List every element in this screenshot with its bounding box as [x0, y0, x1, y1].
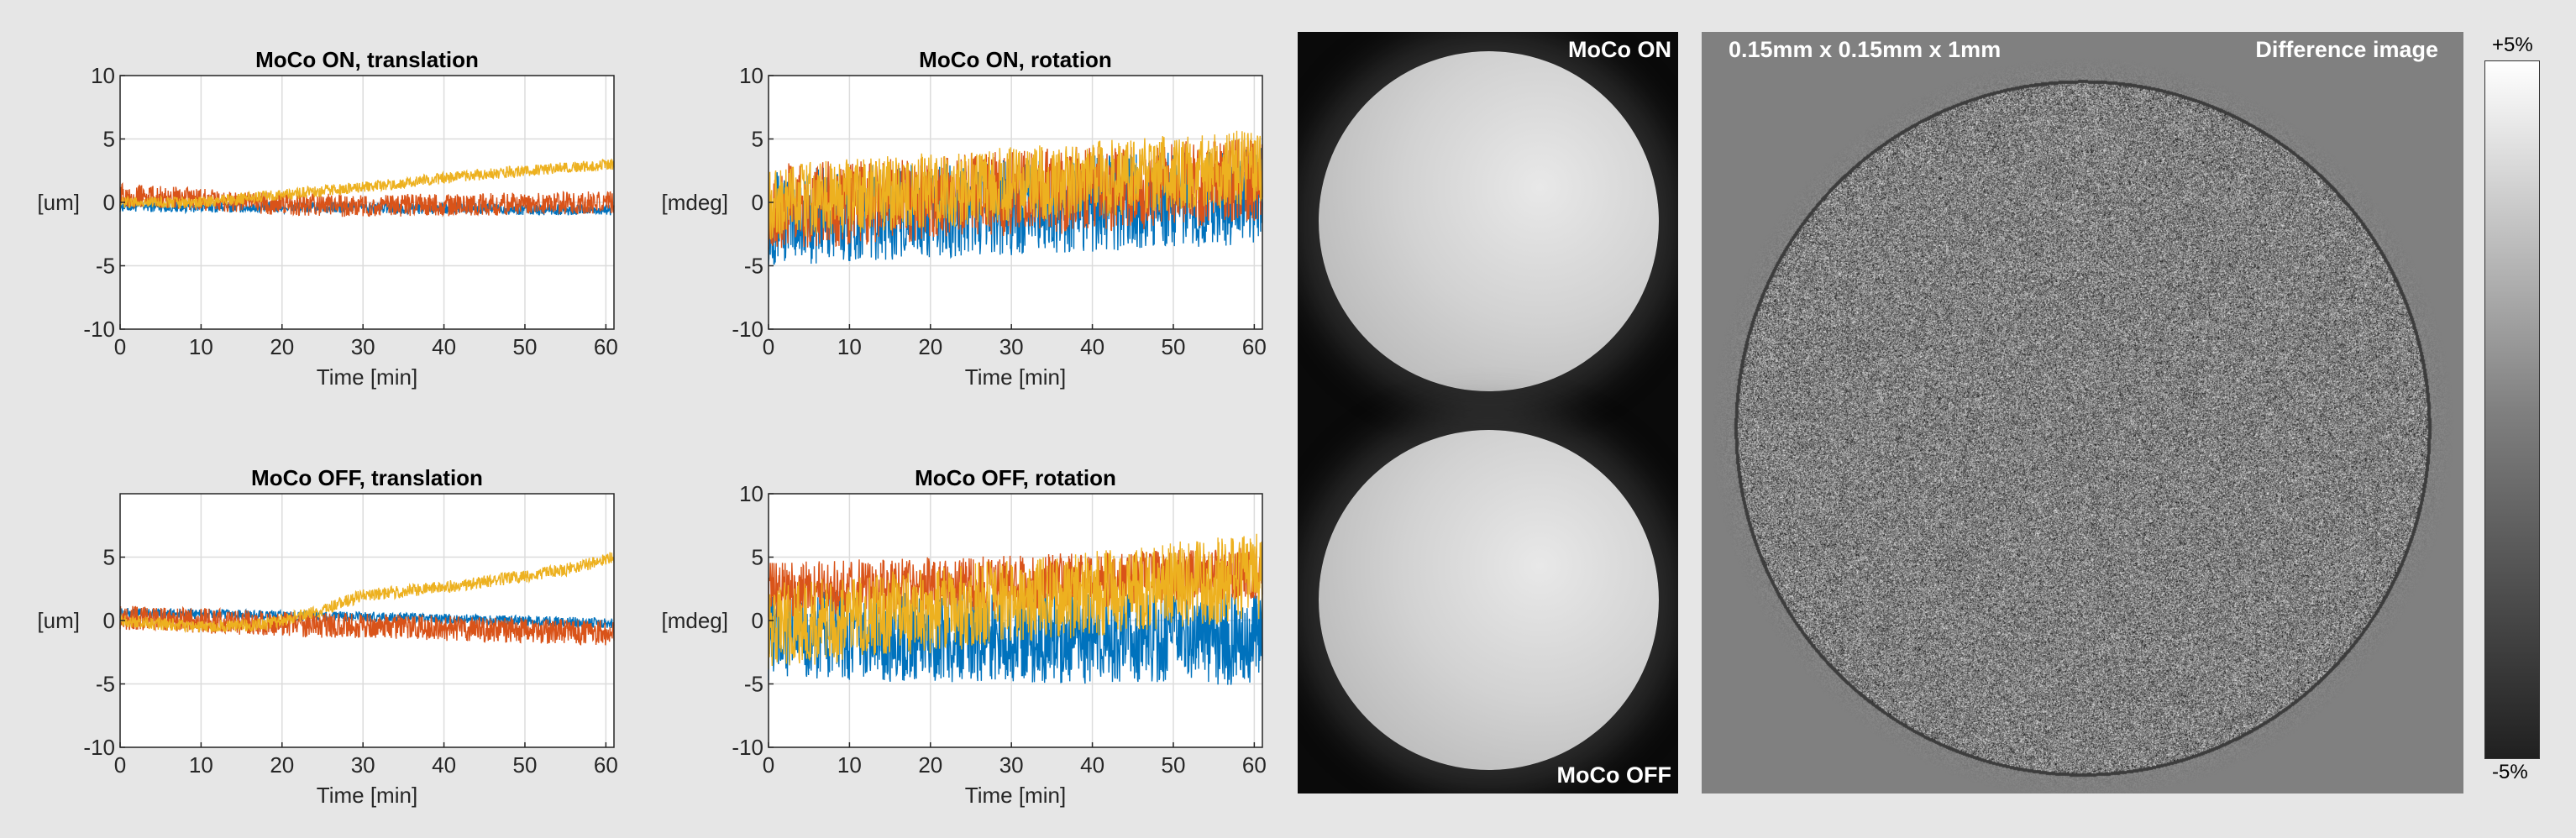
y-tick-label: -5 — [96, 672, 115, 697]
y-tick-label: -10 — [732, 735, 763, 760]
x-tick-label: 50 — [513, 752, 538, 778]
y-tick-label: -10 — [732, 317, 763, 342]
chart-moco-off-rotation: 0 10 20 30 40 50 60 -10 -5 0 5 10 MoCo OFF, rotation… — [662, 465, 1267, 808]
x-tick-label: 0 — [763, 752, 774, 778]
y-tick-label: 0 — [752, 190, 763, 215]
x-tick-label: 50 — [1162, 752, 1186, 778]
y-tick-label: 5 — [752, 127, 763, 152]
y-tick-label: 10 — [91, 63, 115, 88]
x-tick-label: 20 — [270, 752, 294, 778]
series-z-line — [768, 130, 1263, 240]
x-tick-label: 60 — [1242, 334, 1267, 359]
x-tick-label: 30 — [351, 334, 375, 359]
y-tick-label: 5 — [103, 127, 115, 152]
resolution-label: 0.15mm x 0.15mm x 1mm — [1729, 37, 2002, 62]
y-tick-label: 0 — [752, 608, 763, 633]
x-tick-label: 20 — [918, 752, 942, 778]
y-axis-label: [mdeg] — [662, 190, 729, 215]
mri-image-panel: MoCo ON MoCo OFF — [1298, 32, 1678, 793]
x-tick-label: 60 — [594, 752, 618, 778]
colorbar-min-label: -5% — [2492, 761, 2528, 783]
x-tick-label: 50 — [513, 334, 538, 359]
chart-moco-on-rotation: 0 10 20 30 40 50 60 -10 -5 0 5 10 MoCo ON, rotation T… — [662, 47, 1267, 390]
colorbar-max-label: +5% — [2492, 34, 2533, 56]
y-axis-label: [um] — [37, 608, 80, 633]
x-tick-label: 40 — [432, 752, 456, 778]
difference-image-title: Difference image — [2255, 37, 2438, 62]
x-tick-label: 30 — [999, 752, 1024, 778]
y-tick-label: -5 — [744, 672, 763, 697]
x-tick-label: 60 — [1242, 752, 1267, 778]
mri-label-moco-off: MoCo OFF — [1556, 762, 1671, 788]
y-tick-label: 0 — [103, 190, 115, 215]
x-axis-label: Time [min] — [317, 783, 417, 808]
y-tick-label: 0 — [103, 608, 115, 633]
chart-title-off-translation: MoCo OFF, translation — [251, 465, 483, 490]
x-axis-label: Time [min] — [317, 364, 417, 390]
y-tick-label: -10 — [83, 317, 115, 342]
chart-moco-off-translation: 0 10 20 30 40 50 60 -10 -5 0 5 MoCo OFF, translatio… — [37, 465, 618, 808]
mri-disk-moco-on — [1319, 51, 1659, 391]
x-tick-label: 0 — [763, 334, 774, 359]
x-tick-label: 0 — [114, 752, 126, 778]
difference-noise-image — [1702, 32, 2463, 793]
x-tick-label: 40 — [1080, 334, 1104, 359]
y-tick-label: -5 — [744, 254, 763, 279]
x-tick-label: 20 — [270, 334, 294, 359]
y-tick-label: 10 — [739, 63, 763, 88]
x-tick-label: 40 — [432, 334, 456, 359]
chart-moco-on-translation: 0 10 20 30 40 50 60 -10 -5 0 5 10 MoCo ON, translati… — [37, 47, 618, 390]
y-tick-label: 5 — [103, 545, 115, 570]
x-tick-label: 60 — [594, 334, 618, 359]
x-tick-label: 10 — [189, 334, 213, 359]
y-tick-label: -10 — [83, 735, 115, 760]
chart-title-off-rotation: MoCo OFF, rotation — [915, 465, 1116, 490]
mri-disk-moco-off — [1319, 430, 1659, 770]
x-axis-label: Time [min] — [965, 364, 1066, 390]
mri-label-moco-on: MoCo ON — [1568, 37, 1671, 62]
series-z-line — [768, 533, 1263, 669]
y-tick-label: 5 — [752, 545, 763, 570]
chart-title-on-rotation: MoCo ON, rotation — [919, 47, 1112, 72]
y-axis-label: [mdeg] — [662, 608, 729, 633]
difference-image-panel: 0.15mm x 0.15mm x 1mm Difference image — [1702, 32, 2463, 793]
colorbar — [2484, 60, 2540, 759]
x-tick-label: 40 — [1080, 752, 1104, 778]
series-z-line — [119, 158, 615, 209]
y-axis-label: [um] — [37, 190, 80, 215]
x-tick-label: 20 — [918, 334, 942, 359]
x-tick-label: 50 — [1162, 334, 1186, 359]
y-tick-label: 10 — [739, 481, 763, 506]
x-tick-label: 30 — [999, 334, 1024, 359]
x-axis-label: Time [min] — [965, 783, 1066, 808]
series-z-line — [119, 552, 615, 634]
x-tick-label: 0 — [114, 334, 126, 359]
y-tick-label: -5 — [96, 254, 115, 279]
x-tick-label: 10 — [837, 752, 862, 778]
x-tick-label: 10 — [189, 752, 213, 778]
chart-title-on-translation: MoCo ON, translation — [255, 47, 479, 72]
x-tick-label: 30 — [351, 752, 375, 778]
x-tick-label: 10 — [837, 334, 862, 359]
